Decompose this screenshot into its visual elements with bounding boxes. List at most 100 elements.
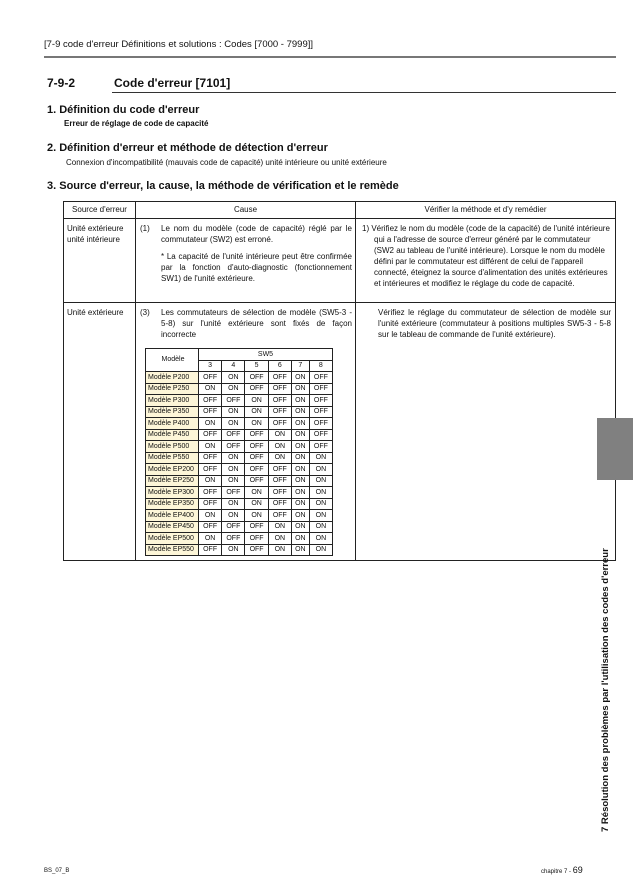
sw-row: Modèle EP550 OFF ON OFF ON ON ON bbox=[145, 543, 334, 556]
row2-remedy: Vérifiez le réglage du commutateur de sé… bbox=[355, 302, 616, 561]
sw-col-header: 4 bbox=[221, 359, 246, 372]
sw-value: ON bbox=[290, 428, 310, 441]
s2-text: Connexion d'incompatibilité (mauvais cod… bbox=[66, 158, 387, 167]
sw-value: ON bbox=[290, 463, 310, 476]
sw-model: Modèle EP550 bbox=[145, 543, 199, 556]
sw-row: Modèle EP500 ON OFF OFF ON ON ON bbox=[145, 532, 334, 545]
s2-heading: 2. Définition d'erreur et méthode de dét… bbox=[47, 142, 328, 154]
sw-value: ON bbox=[290, 440, 310, 453]
sw-col-header: 6 bbox=[267, 359, 292, 372]
sw-row: Modèle P500 ON OFF OFF ON ON OFF bbox=[145, 440, 334, 453]
sw-value: ON bbox=[290, 474, 310, 487]
section-underline bbox=[112, 92, 616, 93]
sw-value: OFF bbox=[197, 486, 223, 499]
sw-value: OFF bbox=[197, 394, 223, 407]
sw-value: ON bbox=[267, 520, 292, 533]
row2-num: (3) bbox=[140, 308, 150, 317]
sw-row: Modèle P450 OFF OFF OFF ON ON OFF bbox=[145, 428, 334, 441]
row1-remedy: 1) Vérifiez le nom du modèle (code de la… bbox=[362, 224, 610, 288]
sw-col-header: 7 bbox=[290, 359, 310, 372]
sw-value: ON bbox=[221, 509, 246, 522]
chapter-label: chapitre 7 - bbox=[541, 869, 573, 875]
sw-value: ON bbox=[267, 451, 292, 464]
sw-value: ON bbox=[221, 451, 246, 464]
s3-heading: 3. Source d'erreur, la cause, la méthode… bbox=[47, 180, 399, 192]
sw-value: ON bbox=[290, 371, 310, 384]
sw-value: ON bbox=[290, 543, 310, 556]
sw-row: Modèle P300 OFF OFF ON OFF ON OFF bbox=[145, 394, 334, 407]
sw-value: ON bbox=[308, 497, 334, 510]
sw-value: ON bbox=[290, 451, 310, 464]
sw-model: Modèle P200 bbox=[145, 371, 199, 384]
sw-value: ON bbox=[221, 405, 246, 418]
sw-value: ON bbox=[290, 497, 310, 510]
sw-model: Modèle EP400 bbox=[145, 509, 199, 522]
sw-value: OFF bbox=[267, 405, 292, 418]
sw-model-header: Modèle bbox=[145, 348, 199, 372]
sw-value: OFF bbox=[308, 371, 334, 384]
sw-value: ON bbox=[244, 497, 269, 510]
sw-value: ON bbox=[290, 405, 310, 418]
sw-model: Modèle EP250 bbox=[145, 474, 199, 487]
sw-value: OFF bbox=[244, 428, 269, 441]
sw-row: Modèle P250 ON ON OFF OFF ON OFF bbox=[145, 382, 334, 395]
sw-value: ON bbox=[308, 532, 334, 545]
sw-value: ON bbox=[221, 382, 246, 395]
sw-value: OFF bbox=[308, 428, 334, 441]
error-table: Source d'erreur Cause Vérifier la méthod… bbox=[63, 201, 616, 561]
sw-row: Modèle P550 OFF ON OFF ON ON ON bbox=[145, 451, 334, 464]
sw-value: OFF bbox=[308, 440, 334, 453]
chapter-side-title: 7 Résolution des problèmes par l'utilisa… bbox=[600, 548, 611, 832]
sw-value: OFF bbox=[267, 509, 292, 522]
sw-value: OFF bbox=[267, 417, 292, 430]
sw-col-header: 5 bbox=[244, 359, 269, 372]
sw-row: Modèle P350 OFF ON ON OFF ON OFF bbox=[145, 405, 334, 418]
sw-value: ON bbox=[221, 371, 246, 384]
page-number: chapitre 7 - 69 bbox=[541, 865, 583, 875]
sw-col-header: 3 bbox=[197, 359, 223, 372]
breadcrumb: [7-9 code d'erreur Définitions et soluti… bbox=[44, 39, 314, 50]
sw-value: OFF bbox=[197, 520, 223, 533]
sw-value: OFF bbox=[244, 520, 269, 533]
sw-value: OFF bbox=[267, 394, 292, 407]
sw-model: Modèle P300 bbox=[145, 394, 199, 407]
sw-value: ON bbox=[244, 509, 269, 522]
sw-value: ON bbox=[244, 394, 269, 407]
sw-value: OFF bbox=[244, 440, 269, 453]
header-remedy: Vérifier la méthode et d'y remédier bbox=[355, 201, 616, 219]
sw-value: ON bbox=[267, 532, 292, 545]
sw-model: Modèle P550 bbox=[145, 451, 199, 464]
sw-value: OFF bbox=[197, 405, 223, 418]
sw-value: ON bbox=[221, 417, 246, 430]
sw-value: ON bbox=[244, 417, 269, 430]
sw-value: OFF bbox=[221, 394, 246, 407]
sw-group-header: SW5 bbox=[198, 348, 333, 361]
sw-value: ON bbox=[290, 382, 310, 395]
sw-value: OFF bbox=[221, 520, 246, 533]
row2-source: Unité extérieure bbox=[63, 302, 136, 561]
sw-value: ON bbox=[290, 417, 310, 430]
sw-value: OFF bbox=[197, 428, 223, 441]
sw-value: OFF bbox=[221, 440, 246, 453]
sw-model: Modèle EP450 bbox=[145, 520, 199, 533]
sw-value: OFF bbox=[267, 497, 292, 510]
sw-col-header: 8 bbox=[308, 359, 334, 372]
sw-value: ON bbox=[308, 520, 334, 533]
sw-value: ON bbox=[267, 440, 292, 453]
sw-value: ON bbox=[221, 497, 246, 510]
sw-value: ON bbox=[221, 543, 246, 556]
header-divider bbox=[44, 56, 616, 58]
sw-row: Modèle EP250 ON ON OFF OFF ON ON bbox=[145, 474, 334, 487]
sw-value: ON bbox=[308, 509, 334, 522]
sw-model: Modèle EP500 bbox=[145, 532, 199, 545]
sw-model: Modèle P500 bbox=[145, 440, 199, 453]
sw-value: OFF bbox=[197, 543, 223, 556]
sw-model: Modèle EP350 bbox=[145, 497, 199, 510]
sw-value: ON bbox=[308, 486, 334, 499]
section-number: 7-9-2 bbox=[47, 76, 76, 90]
sw-value: OFF bbox=[244, 463, 269, 476]
sw-value: OFF bbox=[308, 394, 334, 407]
sw-value: ON bbox=[308, 474, 334, 487]
table-row: Unité extérieure (3) Les commutateurs de… bbox=[63, 302, 616, 561]
